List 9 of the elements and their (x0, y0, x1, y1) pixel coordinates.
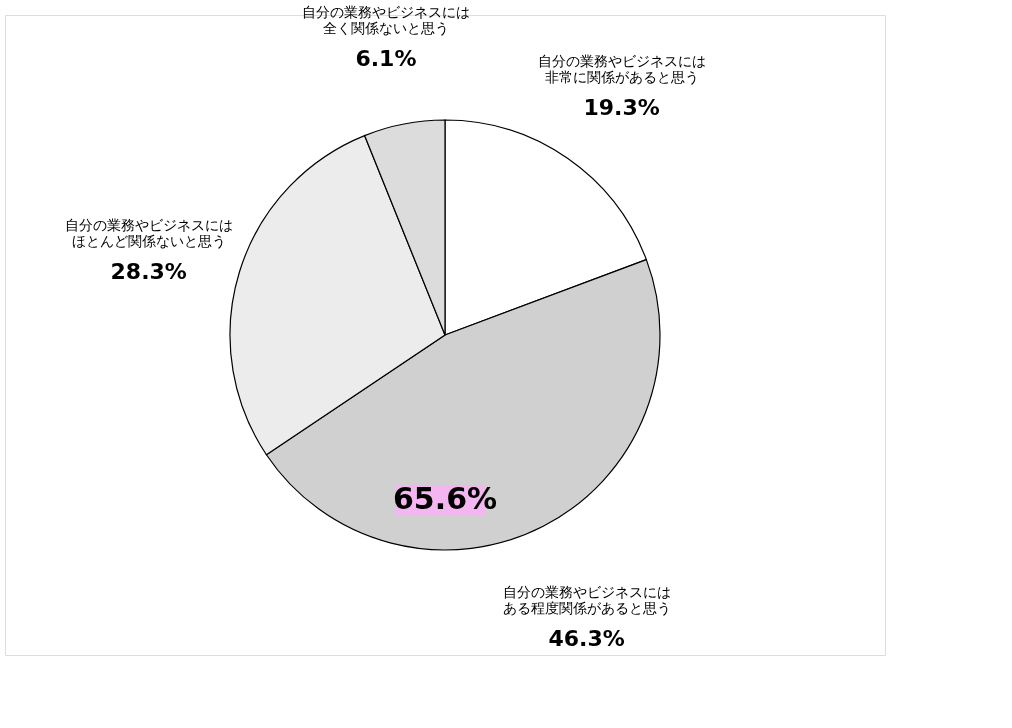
slice-label: 自分の業務やビジネスにはほとんど関係ないと思う (64, 216, 233, 249)
slice-label: 自分の業務やビジネスにはある程度関係があると思う (502, 583, 671, 616)
slice-label: 自分の業務やビジネスには非常に関係があると思う (537, 53, 706, 86)
text: 65.6% (393, 481, 498, 516)
data-label: 19.3% (583, 95, 660, 121)
data-label: 46.3% (548, 625, 625, 651)
data-label: 28.3% (110, 258, 187, 284)
slice-label: 自分の業務やビジネスには全く関係ないと思う (301, 3, 470, 36)
data-label: 6.1% (355, 45, 417, 71)
